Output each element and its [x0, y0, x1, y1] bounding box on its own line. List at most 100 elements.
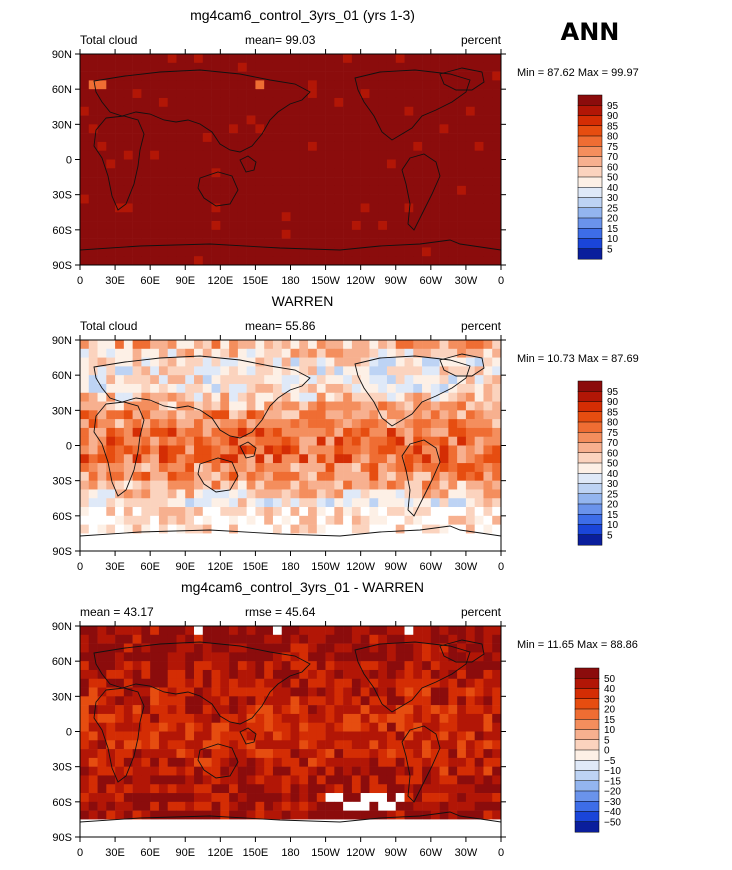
field-cell [483, 427, 493, 438]
field-cell [290, 542, 300, 551]
field-cell [158, 524, 169, 534]
field-cell [185, 489, 195, 499]
field-cell [281, 634, 291, 644]
field-cell [439, 542, 449, 551]
field-cell [369, 115, 379, 125]
field-cell [457, 340, 467, 350]
field-cell [220, 62, 230, 72]
field-cell [439, 203, 449, 213]
field-cell [123, 427, 133, 438]
field-cell [176, 185, 186, 195]
field-cell [202, 775, 212, 785]
field-cell [80, 652, 90, 662]
colorbar-label: 60 [607, 162, 619, 173]
field-cell [80, 480, 90, 490]
field-cell [430, 419, 440, 429]
field-cell [229, 722, 239, 732]
field-cell [404, 427, 414, 438]
field-cell [106, 401, 116, 411]
field-cell [474, 793, 484, 803]
field-cell [229, 247, 239, 257]
field-cell [395, 634, 405, 644]
field-cell [176, 106, 186, 116]
field-cell [474, 247, 484, 257]
field-cell [97, 652, 107, 662]
field-cell [202, 445, 212, 455]
field-cell [413, 247, 423, 257]
field-cell [281, 159, 291, 169]
field-cell [439, 340, 449, 350]
field-cell [246, 533, 256, 543]
field-cell [272, 515, 283, 525]
field-cell [123, 445, 133, 455]
field-cell [404, 410, 414, 420]
field-cell [422, 256, 432, 265]
field-cell [115, 757, 125, 767]
field-cell [141, 775, 151, 785]
field-cell [360, 489, 370, 499]
field-cell [343, 801, 353, 811]
field-cell [290, 256, 300, 265]
colorbar-swatch [577, 166, 603, 178]
field-cell [439, 445, 449, 455]
lat-tick-label: 60S [52, 225, 72, 237]
field-cell [176, 463, 186, 473]
field-cell [272, 687, 283, 697]
field-cell [448, 401, 458, 411]
field-cell [299, 71, 309, 81]
field-cell [123, 177, 133, 187]
field-cell [465, 661, 475, 671]
field-cell [255, 221, 265, 231]
field-cell [246, 133, 256, 143]
field-cell [115, 115, 125, 125]
field-cell [343, 177, 353, 187]
field-cell [378, 238, 388, 248]
field-cell [115, 212, 125, 222]
field-cell [386, 757, 397, 767]
field-cell [474, 678, 484, 688]
field-cell [351, 731, 361, 741]
field-cell [325, 340, 335, 350]
field-cell [422, 401, 432, 411]
field-cell [386, 542, 397, 551]
field-cell [202, 150, 212, 160]
field-cell [176, 357, 186, 367]
lon-tick-label: 120W [346, 847, 375, 859]
field-cell [457, 203, 467, 213]
field-cell [351, 626, 361, 636]
field-cell [299, 221, 309, 231]
field-cell [299, 177, 309, 187]
field-cell [492, 168, 501, 178]
field-cell [115, 740, 125, 750]
field-cell [211, 542, 221, 551]
field-cell [395, 498, 405, 508]
field-cell [194, 731, 204, 741]
field-cell [465, 793, 475, 803]
field-cell [80, 115, 90, 125]
field-cell [378, 819, 388, 829]
field-cell [237, 97, 247, 108]
field-cell [150, 740, 160, 750]
field-cell [141, 757, 151, 767]
field-cell [308, 392, 318, 402]
field-cell [325, 229, 335, 239]
field-cell [272, 106, 283, 116]
field-cell [264, 515, 274, 525]
field-cell [290, 401, 300, 411]
field-cell [299, 247, 309, 257]
field-cell [430, 542, 440, 551]
field-cell [185, 722, 195, 732]
field-cell [158, 392, 169, 402]
field-cell [150, 340, 160, 350]
field-cell [413, 828, 423, 837]
field-cell [176, 731, 186, 741]
field-cell [474, 375, 484, 385]
field-cell [360, 507, 370, 517]
field-cell [220, 203, 230, 213]
field-cell [448, 643, 458, 653]
field-cell [229, 89, 239, 99]
field-cell [457, 696, 467, 706]
field-cell [369, 427, 379, 438]
field-cell [255, 454, 265, 464]
